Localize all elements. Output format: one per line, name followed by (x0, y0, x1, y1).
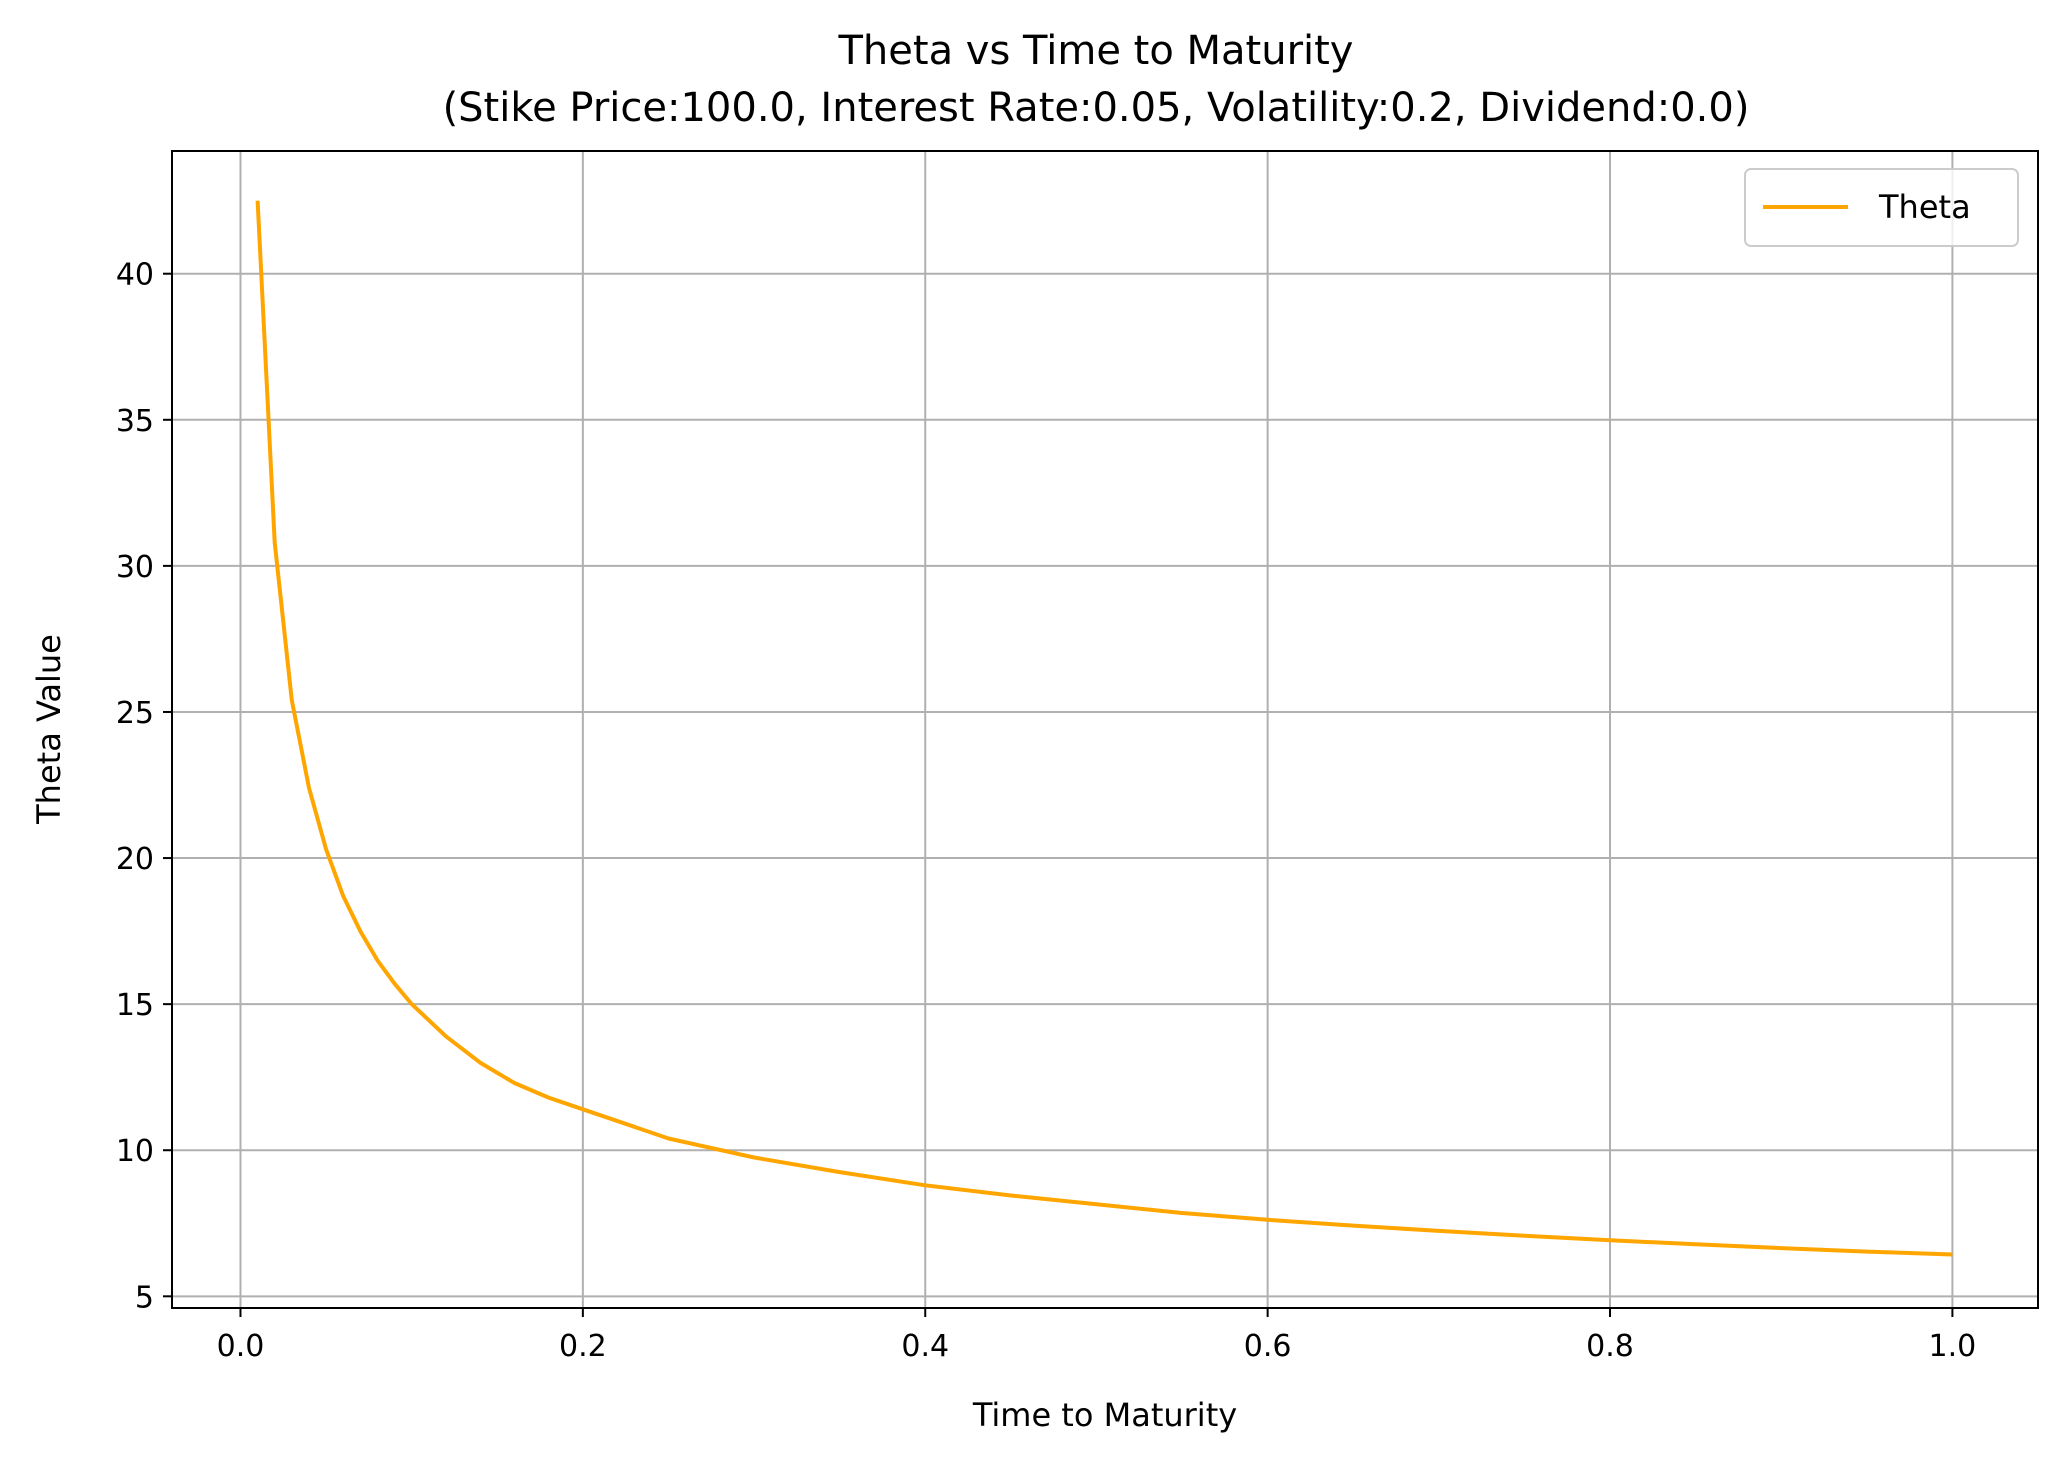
y-tick-label: 25 (116, 696, 154, 731)
x-tick-label: 0.4 (901, 1329, 949, 1364)
grid-lines (172, 151, 2038, 1308)
series-layer (255, 200, 1953, 1257)
y-tick-label: 5 (135, 1280, 154, 1315)
y-tick-label: 30 (116, 550, 154, 585)
legend-box (1744, 168, 2019, 247)
x-tick-label: 1.0 (1929, 1329, 1977, 1364)
x-tick-label: 0.0 (217, 1329, 265, 1364)
chart-title: Theta vs Time to Maturity (838, 28, 1354, 74)
y-axis-label: Theta Value (30, 634, 68, 825)
x-tick-label: 0.2 (559, 1329, 607, 1364)
y-tick-label: 10 (116, 1134, 154, 1169)
y-tick-label: 35 (116, 404, 154, 439)
x-tick-label: 0.8 (1586, 1329, 1634, 1364)
legend: Theta (1744, 168, 2019, 247)
y-tick-label: 15 (116, 988, 154, 1023)
chart-subtitle: (Stike Price:100.0, Interest Rate:0.05, … (443, 85, 1750, 131)
axis-ticks: 0.0 0.2 0.4 0.6 0.8 1.0 5 10 15 20 25 30 35 40 (116, 258, 1976, 1364)
x-tick-label: 0.6 (1244, 1329, 1292, 1364)
y-tick-label: 40 (116, 258, 154, 293)
plot-frame (171, 150, 2039, 1309)
legend-label-theta: Theta (1878, 188, 1971, 226)
series-line-theta (255, 200, 1953, 1257)
x-axis-label: Time to Maturity (972, 1396, 1237, 1434)
y-tick-label: 20 (116, 842, 154, 877)
